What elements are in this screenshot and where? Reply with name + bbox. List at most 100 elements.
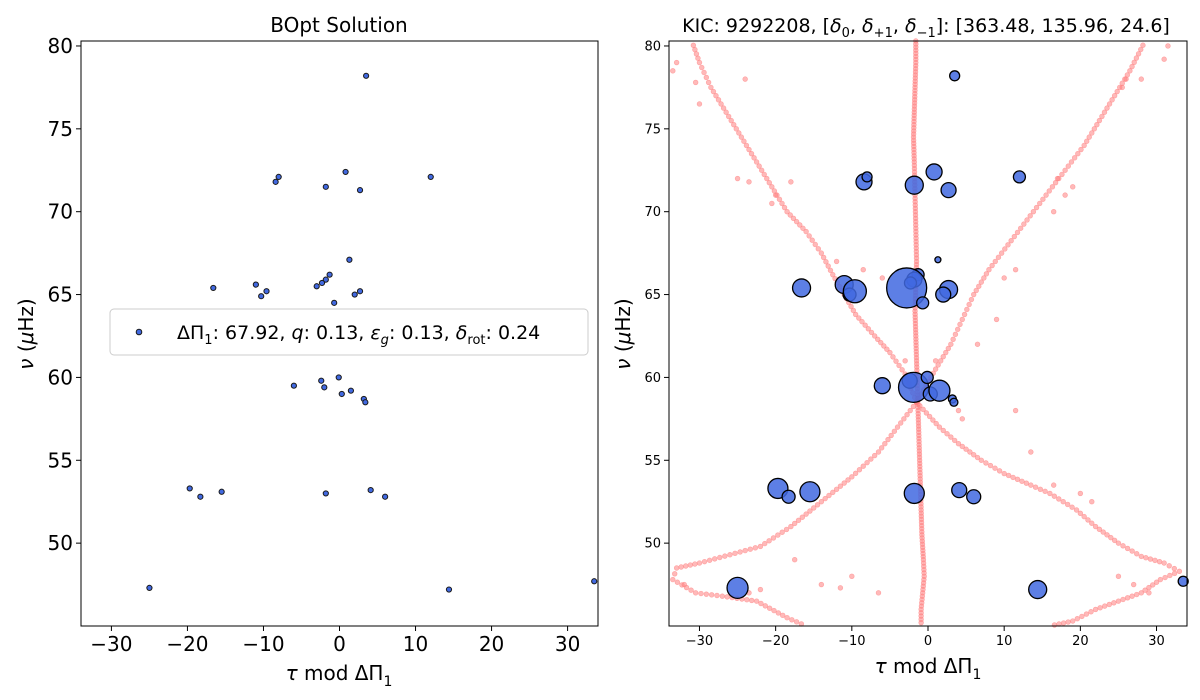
left-plot-frame [80,40,599,627]
model-point [1028,449,1034,455]
model-point [1079,613,1085,620]
right-y-axis-label: ν (μHz) [611,298,635,369]
model-point [996,468,1003,474]
model-point [1176,568,1183,575]
model-point [948,341,954,347]
model-point [971,291,977,298]
model-point [1012,407,1019,414]
model-point [766,538,772,544]
model-point [932,358,939,364]
model-point [800,225,806,231]
data-point [321,384,328,391]
model-point [971,452,977,458]
model-point [734,175,741,182]
model-point [1143,555,1149,561]
model-point [713,92,719,99]
model-point [959,416,965,422]
model-point [943,349,949,356]
model-point [1028,482,1034,488]
model-point [1001,275,1007,281]
model-point [964,306,970,313]
model-point [1147,556,1154,562]
model-point [1062,192,1068,198]
model-point [803,228,809,235]
model-point [784,208,790,215]
model-point [1091,126,1098,132]
model-point [712,556,718,562]
model-point [1162,574,1168,581]
model-point [1089,520,1095,526]
right-x-axis-ticks: −30 −20 −10 0 10 20 30 [686,626,1165,649]
model-point [935,362,941,368]
model-point [820,254,827,261]
model-point [885,436,891,443]
model-point [1077,510,1084,517]
model-point [967,449,973,455]
model-point [1115,540,1122,546]
model-point [955,441,962,447]
y-tick-label: 65 [48,283,73,307]
model-point [1131,59,1137,66]
model-point [806,233,812,239]
model-point [751,155,757,161]
model-point [856,315,862,321]
x-tick-label: −10 [242,632,284,656]
model-point [1042,488,1048,495]
model-point [752,545,759,551]
model-point [1167,572,1173,579]
model-point [859,318,865,325]
model-point [743,142,750,149]
model-point [865,326,872,332]
model-point [932,366,939,372]
observed-point [949,397,959,407]
observed-point [966,489,982,505]
model-point [907,407,913,414]
observed-point [920,370,934,385]
model-point [1135,51,1142,57]
model-point [1111,92,1118,99]
model-point [852,311,859,318]
model-point [878,339,884,346]
model-point [917,403,923,409]
model-point [692,590,699,596]
model-point [803,511,809,517]
model-point [1046,188,1052,194]
model-point [901,416,907,422]
model-point [783,526,790,533]
model-point [948,434,954,440]
observed-point [861,171,873,183]
model-point [871,452,878,459]
data-point [146,584,153,591]
model-point [741,138,747,144]
y-tick-label: 55 [48,448,73,472]
model-point [976,283,982,289]
model-point [884,346,890,352]
data-point [445,586,453,593]
model-point [894,424,901,430]
model-point [920,406,926,413]
x-tick-label: −20 [166,632,208,656]
model-point [933,420,939,427]
model-point [837,483,844,489]
model-point [1092,523,1099,530]
model-point [1070,618,1076,624]
model-point [864,459,870,466]
model-point [1130,581,1137,588]
model-point [1100,529,1106,535]
model-point [1142,587,1148,593]
model-point [1078,146,1084,153]
model-point [1102,603,1108,609]
data-point [275,173,282,180]
observed-point [873,377,891,395]
model-point [879,275,885,281]
model-point [1040,196,1046,202]
left-y-axis-ticks: 50 55 60 65 70 75 80 [48,34,81,555]
observed-point [940,182,957,199]
model-point [1115,573,1122,579]
observed-point [935,286,952,303]
x-tick-label: 20 [1072,634,1089,649]
model-point [968,296,975,303]
x-tick-label: 20 [479,632,504,656]
model-point [1062,167,1068,173]
model-point [882,441,888,447]
